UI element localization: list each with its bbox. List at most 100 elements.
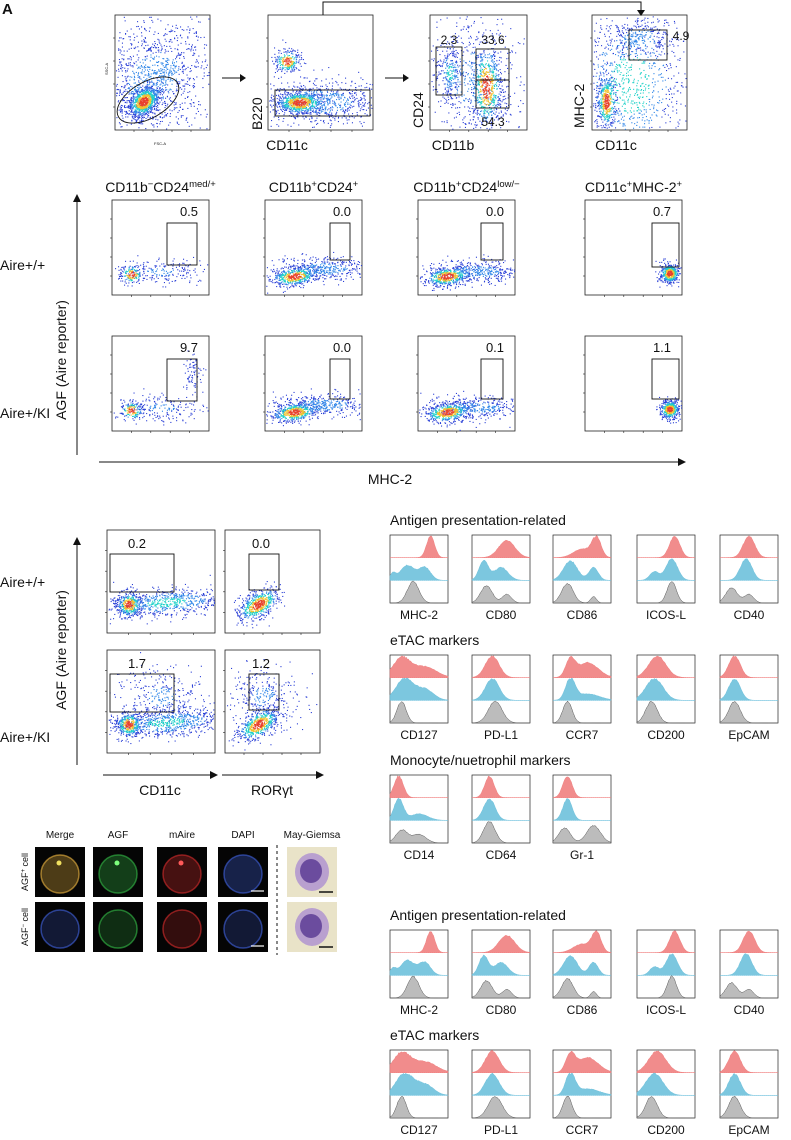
dot — [151, 46, 153, 48]
dot — [323, 122, 325, 124]
dot — [286, 69, 288, 71]
dot — [473, 88, 475, 90]
dot — [272, 60, 274, 62]
dot — [177, 111, 179, 113]
dot — [135, 111, 137, 113]
dot — [117, 101, 119, 103]
dot — [481, 85, 483, 87]
dot — [312, 103, 314, 105]
dot — [284, 93, 286, 95]
dot — [315, 102, 317, 104]
dot — [169, 45, 171, 47]
dot — [447, 102, 449, 104]
dot — [299, 59, 301, 61]
dot — [292, 99, 294, 101]
dot — [152, 91, 154, 93]
dot — [492, 83, 494, 85]
dot — [121, 86, 123, 88]
dot — [616, 99, 618, 101]
dot — [205, 67, 207, 69]
dot — [160, 50, 162, 52]
dot — [288, 94, 290, 96]
dot — [204, 54, 206, 56]
dot — [145, 30, 147, 32]
dot — [145, 85, 147, 87]
dot — [650, 52, 652, 54]
dot — [286, 51, 288, 53]
dot — [452, 82, 454, 84]
dot — [147, 88, 149, 90]
dot — [338, 74, 340, 76]
dot — [198, 104, 200, 106]
dot — [356, 114, 358, 116]
dot — [278, 57, 280, 59]
dot — [148, 95, 150, 97]
dot — [144, 69, 146, 71]
dot — [497, 96, 499, 98]
dot — [151, 90, 153, 92]
dot — [331, 78, 333, 80]
dot — [279, 96, 281, 98]
dot — [327, 103, 329, 105]
dot — [160, 62, 162, 64]
dot — [459, 114, 461, 116]
dot — [158, 79, 160, 81]
dot — [140, 90, 142, 92]
dot — [626, 17, 628, 19]
dot — [153, 90, 155, 92]
dot — [336, 107, 338, 109]
dot — [362, 104, 364, 106]
dot — [133, 98, 135, 100]
dot — [300, 101, 302, 103]
dot — [293, 58, 295, 60]
dot — [328, 114, 330, 116]
dot — [314, 94, 316, 96]
dot — [314, 93, 316, 95]
dot — [682, 40, 684, 42]
dot — [290, 53, 292, 55]
dot — [440, 100, 442, 102]
dot — [456, 69, 458, 71]
dot — [464, 47, 466, 49]
dot — [610, 42, 612, 44]
dot — [491, 127, 493, 129]
dot — [304, 86, 306, 88]
dot — [669, 44, 671, 46]
dot — [128, 62, 130, 64]
dot — [636, 19, 638, 21]
dot — [467, 64, 469, 66]
dot — [490, 108, 492, 110]
dot — [286, 71, 288, 73]
dot — [358, 105, 360, 107]
dot — [435, 65, 437, 67]
dot — [282, 120, 284, 122]
dot — [279, 50, 281, 52]
dot — [307, 94, 309, 96]
dot — [336, 109, 338, 111]
dot — [308, 81, 310, 83]
dot — [483, 71, 485, 73]
dot — [195, 66, 197, 68]
dot — [451, 60, 453, 62]
dot — [621, 25, 623, 27]
dot — [317, 112, 319, 114]
dot — [287, 107, 289, 109]
dot — [145, 88, 147, 90]
dot — [156, 99, 158, 101]
dot — [152, 58, 154, 60]
dot — [482, 101, 484, 103]
dot — [146, 112, 148, 114]
dot — [465, 18, 467, 20]
dot — [368, 87, 370, 89]
dot — [292, 105, 294, 107]
dot — [479, 80, 481, 82]
dot — [279, 59, 281, 61]
dot — [298, 98, 300, 100]
dot — [651, 22, 653, 24]
dot — [276, 56, 278, 58]
dot — [151, 93, 153, 95]
dot — [175, 71, 177, 73]
dot — [604, 35, 606, 37]
dot — [149, 60, 151, 62]
gate-value: 2.3 — [441, 33, 458, 47]
